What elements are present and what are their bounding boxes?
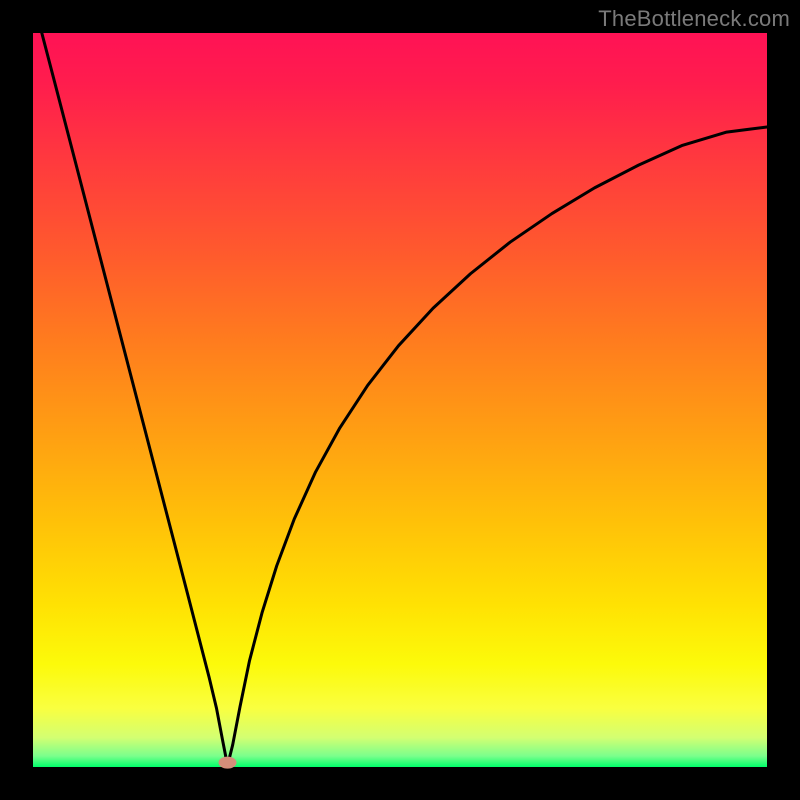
- bottleneck-chart: [0, 0, 800, 800]
- vertex-marker: [219, 757, 237, 769]
- gradient-background: [33, 33, 767, 767]
- chart-stage: TheBottleneck.com: [0, 0, 800, 800]
